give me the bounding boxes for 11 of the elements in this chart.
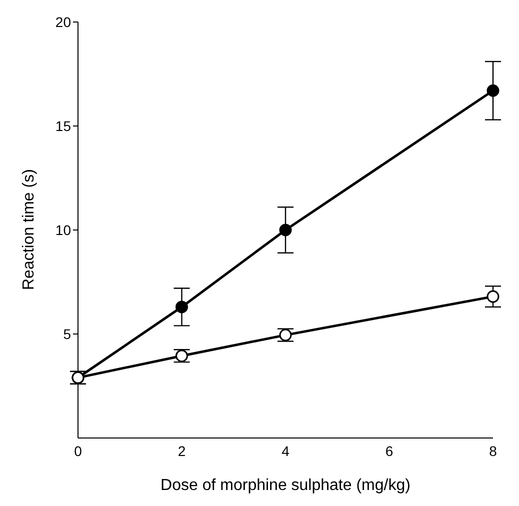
x-tick-label: 2 bbox=[178, 442, 186, 459]
x-tick-label: 0 bbox=[74, 442, 82, 459]
x-tick-label: 8 bbox=[489, 442, 498, 459]
y-tick-label: 5 bbox=[63, 326, 72, 342]
x-tick-label: 4 bbox=[282, 442, 290, 459]
y-tick-label: 20 bbox=[55, 14, 72, 30]
y-axis-title: Reaction time (s) bbox=[20, 169, 38, 290]
y-tick-label: 15 bbox=[55, 118, 72, 134]
x-tick-label: 6 bbox=[385, 442, 394, 459]
y-tick-label: 10 bbox=[55, 222, 72, 238]
x-axis-title: Dose of morphine sulphate (mg/kg) bbox=[160, 477, 410, 494]
